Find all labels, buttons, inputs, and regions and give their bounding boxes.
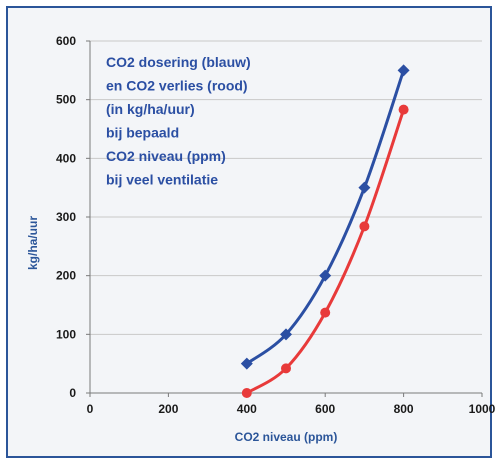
annotation-line-5: CO2 niveau (ppm) (106, 148, 226, 164)
y-tick-0: 0 (69, 386, 76, 400)
annotation-line-3: (in kg/ha/uur) (106, 101, 195, 117)
y-tick-200: 200 (56, 269, 76, 283)
series-2-point-5 (398, 104, 409, 115)
y-tick-400: 400 (56, 151, 76, 165)
series-1-point-4 (358, 181, 371, 194)
y-tick-100: 100 (56, 327, 76, 341)
series-2-point-4 (359, 221, 370, 232)
y-tick-500: 500 (56, 93, 76, 107)
y-axis-title: kg/ha/uur (26, 216, 40, 270)
y-tick-600: 600 (56, 34, 76, 48)
series-1-point-2 (280, 328, 292, 341)
x-tick-800: 800 (394, 402, 414, 416)
series-2-point-1 (241, 388, 252, 398)
x-tick-200: 200 (158, 402, 178, 416)
x-tick-0: 0 (87, 402, 94, 416)
annotation-line-4: bij bepaald (106, 125, 179, 141)
x-axis-title: CO2 niveau (ppm) (235, 430, 338, 444)
x-tick-1000: 1000 (469, 402, 496, 416)
annotation-line-2: en CO2 verlies (rood) (106, 78, 248, 94)
series-2-point-3 (320, 307, 331, 318)
series-1-point-3 (319, 269, 332, 282)
annotation-line-1: CO2 dosering (blauw) (106, 54, 251, 70)
chart-frame (6, 6, 492, 458)
x-tick-600: 600 (315, 402, 335, 416)
x-tick-400: 400 (237, 402, 257, 416)
annotation-line-6: bij veel ventilatie (106, 172, 218, 188)
y-tick-labels: 0 100 200 300 400 500 600 (56, 34, 76, 400)
series-1-point-1 (240, 357, 253, 370)
x-tick-labels: 0 200 400 600 800 1000 (87, 402, 496, 416)
y-tick-300: 300 (56, 210, 76, 224)
series-1-line (245, 69, 406, 365)
series-2-line (246, 109, 406, 395)
series-1-point-5 (397, 64, 410, 77)
series-2-point-2 (281, 363, 291, 374)
axes (86, 40, 483, 397)
gridlines (90, 40, 482, 335)
chart-annotation: CO2 dosering (blauw) en CO2 verlies (rood… (106, 54, 251, 188)
data-series (240, 64, 410, 398)
